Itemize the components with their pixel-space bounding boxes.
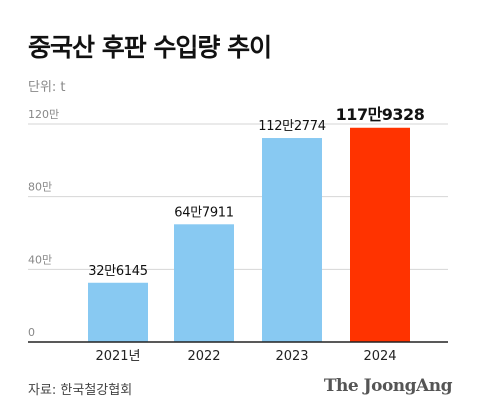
bar — [262, 138, 322, 342]
bar — [174, 224, 234, 342]
x-tick-label: 2021년 — [95, 349, 140, 364]
bar — [88, 282, 148, 342]
brand-logo: The JoongAng — [323, 376, 453, 396]
bar-value-label: 117만9328 — [336, 105, 425, 124]
y-tick-label: 0 — [28, 326, 35, 339]
chart-title: 중국산 후판 수입량 추이 — [28, 33, 272, 62]
y-tick-label: 80만 — [28, 181, 52, 194]
x-tick-label: 2022 — [187, 349, 220, 364]
x-tick-label: 2023 — [275, 349, 308, 364]
bar-value-label: 64만7911 — [174, 205, 234, 220]
y-tick-label: 120만 — [28, 108, 59, 121]
x-tick-label: 2024 — [363, 349, 396, 364]
bar — [350, 127, 410, 342]
y-tick-label: 40만 — [28, 253, 52, 266]
source-label: 자료: 한국철강협회 — [28, 383, 133, 398]
bar-value-label: 32만6145 — [88, 264, 148, 279]
bar-value-label: 112만2774 — [258, 119, 325, 134]
unit-label: 단위: t — [28, 80, 66, 95]
